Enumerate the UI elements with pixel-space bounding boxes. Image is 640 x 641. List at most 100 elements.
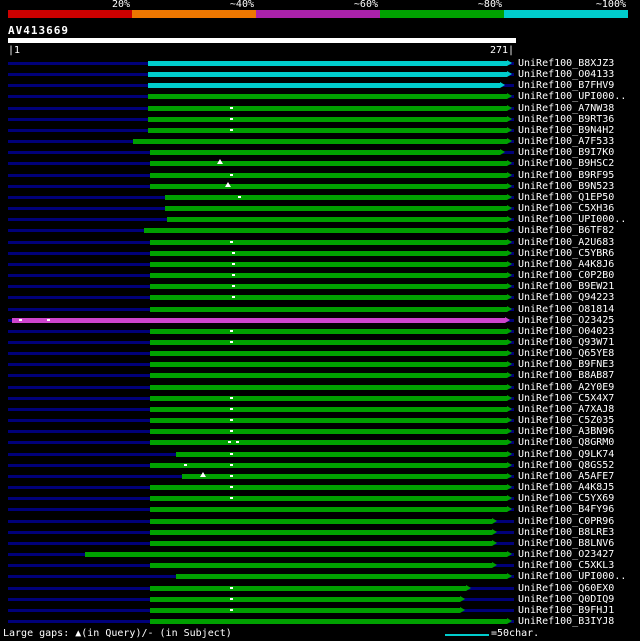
hit-label[interactable]: UniRef100_Q93W71 [518, 337, 615, 348]
alignment-bar[interactable] [150, 383, 513, 390]
alignment-bar[interactable] [181, 472, 513, 479]
alignment-bar[interactable] [150, 160, 513, 167]
hit-label[interactable]: UniRef100_A5AFE7 [518, 470, 615, 482]
alignment-bar[interactable] [11, 316, 511, 323]
hit-label[interactable]: UniRef100_B9RF95 [518, 169, 615, 181]
hit-label[interactable]: UniRef100_B4FY96 [518, 504, 615, 516]
alignment-bar[interactable] [150, 405, 513, 412]
alignment-bar[interactable] [148, 104, 513, 111]
hit-label[interactable]: UniRef100_A4K8J6 [518, 258, 615, 270]
hit-label[interactable]: UniRef100_C0P2B0 [518, 270, 615, 282]
hit-label[interactable]: UniRef100_C5XKL3 [518, 560, 615, 572]
hit-label[interactable]: UniRef100_B8LRE3 [518, 526, 615, 538]
alignment-bar[interactable] [148, 93, 513, 100]
alignment-bar[interactable] [150, 361, 513, 368]
hit-label[interactable]: UniRef100_C5YBR6 [518, 247, 615, 259]
hit-label[interactable]: UniRef100_A4K8J5 [518, 482, 615, 494]
alignment-bar[interactable] [150, 394, 513, 401]
hit-label[interactable]: UniRef100_B9N523 [518, 180, 615, 192]
hit-label[interactable]: UniRef100_B9EW21 [518, 281, 615, 293]
hit-label[interactable]: UniRef100_Q94223 [518, 292, 615, 304]
hit-label[interactable]: UniRef100_B7FHV9 [518, 80, 615, 92]
alignment-bar[interactable] [150, 618, 513, 624]
hit-label[interactable]: UniRef100_B8AB87 [518, 370, 615, 382]
alignment-bar[interactable] [150, 506, 513, 513]
alignment-bar[interactable] [150, 249, 513, 256]
alignment-bar[interactable] [150, 294, 513, 301]
alignment-bar[interactable] [148, 115, 513, 122]
hit-label[interactable]: UniRef100_B9FNE3 [518, 359, 615, 371]
hit-label[interactable]: UniRef100_B9HSC2 [518, 158, 615, 170]
hit-label[interactable]: UniRef100_Q9LK74 [518, 448, 615, 460]
hit-label[interactable]: UniRef100_A3BN96 [518, 426, 615, 438]
alignment-bar[interactable] [150, 171, 513, 178]
alignment-bar[interactable] [164, 205, 513, 212]
hit-label[interactable]: UniRef100_Q1EP50 [518, 191, 615, 203]
hit-label[interactable]: UniRef100_O04133 [518, 69, 615, 81]
alignment-bar[interactable] [150, 539, 498, 546]
alignment-bar[interactable] [148, 82, 505, 89]
alignment-bar[interactable] [150, 606, 466, 613]
hit-label[interactable]: UniRef100_O81814 [518, 303, 615, 315]
hit-label[interactable]: UniRef100_B8XJZ3 [518, 58, 615, 69]
hit-label[interactable]: UniRef100_C5YX69 [518, 493, 615, 505]
hit-label[interactable]: UniRef100_O04023 [518, 325, 615, 337]
hit-label[interactable]: UniRef100_Q0DIQ9 [518, 593, 615, 605]
alignment-bar[interactable] [150, 238, 513, 245]
alignment-bar[interactable] [150, 417, 513, 424]
alignment-bar[interactable] [148, 126, 513, 133]
hit-label[interactable]: UniRef100_B6TF82 [518, 225, 615, 237]
hit-label[interactable]: UniRef100_B9N4H2 [518, 124, 615, 136]
hit-label[interactable]: UniRef100_A2Y0E9 [518, 381, 615, 393]
hit-label[interactable]: UniRef100_A2U683 [518, 236, 615, 248]
alignment-bar[interactable] [150, 305, 513, 312]
hit-label[interactable]: UniRef100_Q65YE8 [518, 348, 615, 360]
alignment-bar[interactable] [150, 528, 498, 535]
alignment-bar[interactable] [150, 283, 513, 290]
hit-label[interactable]: UniRef100_UPI000.. [518, 91, 627, 103]
hit-label[interactable]: UniRef100_C5Z035 [518, 415, 615, 427]
alignment-bar[interactable] [148, 71, 513, 78]
alignment-bar[interactable] [176, 573, 513, 580]
alignment-bar[interactable] [150, 372, 513, 379]
alignment-bar[interactable] [150, 562, 498, 569]
alignment-bar[interactable] [150, 517, 498, 524]
hit-label[interactable]: UniRef100_Q8GRM0 [518, 437, 615, 449]
alignment-bar[interactable] [166, 216, 513, 223]
alignment-bar[interactable] [176, 450, 513, 457]
alignment-bar[interactable] [150, 595, 466, 602]
hit-label[interactable]: UniRef100_A7NW38 [518, 102, 615, 114]
hit-label[interactable]: UniRef100_O23427 [518, 549, 615, 561]
hit-label[interactable]: UniRef100_B9FHJ1 [518, 604, 615, 616]
hit-label[interactable]: UniRef100_B9I7K0 [518, 147, 615, 159]
alignment-bar[interactable] [150, 584, 472, 591]
hit-label[interactable]: UniRef100_A7XAJ8 [518, 403, 615, 415]
alignment-bar[interactable] [150, 272, 513, 279]
alignment-bar[interactable] [150, 484, 513, 491]
hit-label[interactable]: UniRef100_C0PR96 [518, 515, 615, 527]
hit-label[interactable]: UniRef100_A7F533 [518, 136, 615, 148]
hit-label[interactable]: UniRef100_C5X4X7 [518, 392, 615, 404]
alignment-bar[interactable] [150, 149, 505, 156]
hit-label[interactable]: UniRef100_B9RT36 [518, 113, 615, 125]
alignment-bar[interactable] [148, 60, 513, 66]
hit-label[interactable]: UniRef100_C5XH36 [518, 203, 615, 215]
alignment-bar[interactable] [150, 495, 513, 502]
alignment-bar[interactable] [150, 350, 513, 357]
alignment-bar[interactable] [150, 327, 513, 334]
hit-label[interactable]: UniRef100_Q8GS52 [518, 459, 615, 471]
hit-label[interactable]: UniRef100_B3IYJ8 [518, 616, 615, 627]
alignment-bar[interactable] [150, 461, 513, 468]
hit-label[interactable]: UniRef100_UPI000.. [518, 571, 627, 583]
alignment-bar[interactable] [150, 339, 513, 345]
alignment-bar[interactable] [144, 227, 513, 234]
alignment-bar[interactable] [150, 260, 513, 267]
alignment-bar[interactable] [150, 182, 513, 189]
alignment-bar[interactable] [164, 193, 513, 200]
hit-label[interactable]: UniRef100_B8LNV6 [518, 537, 615, 549]
hit-label[interactable]: UniRef100_UPI000.. [518, 214, 627, 226]
alignment-bar[interactable] [84, 551, 513, 558]
alignment-bar[interactable] [150, 439, 513, 446]
hit-label[interactable]: UniRef100_Q60EX0 [518, 582, 615, 594]
alignment-bar[interactable] [150, 428, 513, 435]
